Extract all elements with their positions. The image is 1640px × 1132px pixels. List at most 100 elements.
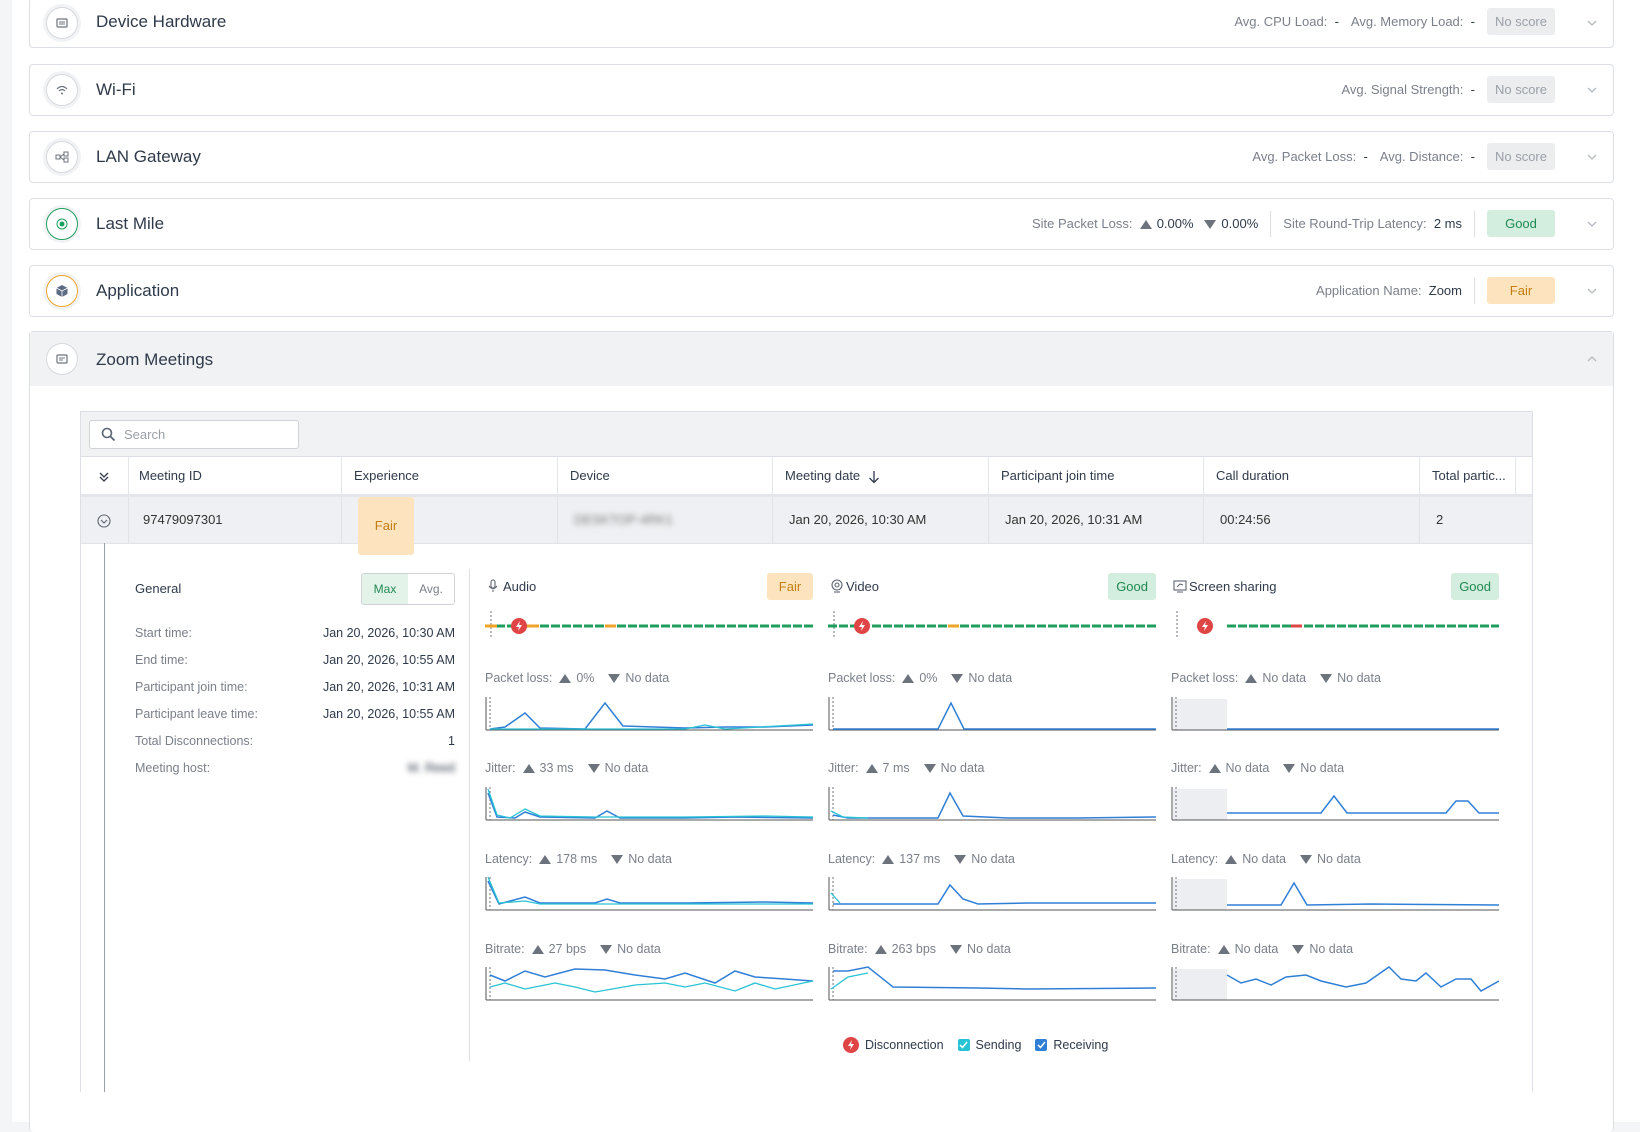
section-last-mile[interactable]: Last Mile Site Packet Loss: 0.00% 0.00% …	[29, 198, 1614, 250]
column-experience[interactable]: Experience	[342, 457, 558, 494]
panel-divider	[469, 569, 470, 1061]
checkbox-checked-icon[interactable]	[1035, 1039, 1048, 1051]
section-lan-gateway[interactable]: LAN Gateway Avg. Packet Loss: - Avg. Dis…	[29, 131, 1614, 183]
metric-label: Avg. Distance:	[1379, 149, 1464, 164]
search-input[interactable]	[122, 426, 296, 443]
divider	[1474, 210, 1475, 237]
call-duration-cell: 00:24:56	[1204, 497, 1420, 543]
screen-sharing-column: Screen sharing Good Packet loss: No data…	[1171, 543, 1499, 1092]
download-arrow-icon	[600, 945, 613, 955]
section-title: Last Mile	[96, 214, 165, 233]
video-jitter-sparkline	[828, 787, 1156, 821]
zoom-header[interactable]: Zoom Meetings	[30, 332, 1613, 386]
metric-up-value: 137 ms	[899, 852, 941, 866]
screen-sharing-title: Screen sharing	[1189, 579, 1277, 594]
chevron-up-icon[interactable]	[1587, 354, 1597, 364]
meetings-table: Meeting ID Experience Device Meeting dat…	[80, 411, 1533, 1092]
meetings-icon	[46, 343, 78, 375]
experience-cell: Fair	[342, 497, 558, 555]
metric-up-value: No data	[1242, 852, 1286, 866]
field-label: Participant join time:	[135, 680, 248, 694]
metric-label: Avg. CPU Load:	[1234, 14, 1328, 29]
upload-arrow-icon	[902, 674, 915, 684]
metric-down-value: No data	[604, 761, 649, 775]
legend-sending[interactable]: Sending	[957, 1038, 1021, 1052]
audio-latency-sparkline	[485, 876, 813, 911]
upload-arrow-icon	[531, 945, 544, 955]
metric-name: Latency:	[1171, 852, 1219, 866]
upload-arrow-icon	[522, 764, 535, 774]
chevron-down-icon[interactable]	[1587, 286, 1597, 296]
section-metrics: Avg. Packet Loss: - Avg. Distance: - No …	[1252, 143, 1555, 170]
screen-packet-loss-label: Packet loss: No data No data	[1171, 671, 1381, 685]
video-jitter-label: Jitter: 7 ms No data	[828, 761, 984, 775]
screen-share-icon	[1173, 580, 1187, 593]
metric-value: -	[1470, 82, 1475, 97]
legend-receiving[interactable]: Receiving	[1035, 1038, 1108, 1052]
table-row[interactable]: 97479097301 Fair DESKTOP-4RK1 Jan 20, 20…	[81, 497, 1532, 555]
section-device-hardware[interactable]: Device Hardware Avg. CPU Load: - Avg. Me…	[29, 0, 1614, 48]
score-badge: Good	[1487, 210, 1555, 237]
section-zoom-meetings: Zoom Meetings Meeting ID Experience Devi…	[29, 331, 1614, 1132]
screen-sharing-badge: Good	[1451, 573, 1499, 600]
metric-name: Latency:	[828, 852, 876, 866]
upload-arrow-icon	[1139, 220, 1152, 230]
checkbox-checked-icon[interactable]	[957, 1039, 970, 1051]
video-bitrate-label: Bitrate: 263 bps No data	[828, 942, 1011, 956]
upload-arrow-icon	[865, 764, 878, 774]
field-value: Jan 20, 2026, 10:55 AM	[322, 653, 455, 667]
score-badge: No score	[1486, 143, 1555, 170]
column-meeting-id[interactable]: Meeting ID	[129, 457, 342, 494]
screen-bitrate-sparkline	[1171, 966, 1499, 1001]
table-header: Meeting ID Experience Device Meeting dat…	[81, 457, 1532, 497]
metric-down-value: No data	[1317, 852, 1361, 866]
video-title: Video	[846, 579, 880, 594]
column-device[interactable]: Device	[558, 457, 773, 494]
join-time-cell: Jan 20, 2026, 10:31 AM	[989, 497, 1204, 543]
metric-name: Bitrate:	[485, 942, 525, 956]
sort-descending-icon	[868, 470, 879, 483]
metric-name: Jitter:	[485, 761, 516, 775]
download-arrow-icon	[923, 764, 936, 774]
column-total-participants[interactable]: Total partic...	[1420, 457, 1516, 494]
audio-bitrate-sparkline	[485, 967, 813, 1001]
column-join-time[interactable]: Participant join time	[989, 457, 1204, 494]
legend-label: Disconnection	[865, 1038, 944, 1052]
chevron-down-icon[interactable]	[1587, 18, 1597, 28]
section-metrics: Avg. CPU Load: - Avg. Memory Load: - No …	[1234, 8, 1555, 35]
metric-name: Jitter:	[1171, 761, 1202, 775]
upload-arrow-icon	[1217, 945, 1230, 955]
last-mile-icon	[46, 208, 78, 240]
max-toggle-option[interactable]: Max	[362, 574, 408, 604]
avg-toggle-option[interactable]: Avg.	[408, 574, 454, 604]
max-avg-toggle[interactable]: Max Avg.	[361, 573, 455, 605]
chevron-down-icon[interactable]	[1587, 85, 1597, 95]
section-wifi[interactable]: Wi-Fi Avg. Signal Strength: - No score	[29, 64, 1614, 116]
video-timeline	[828, 611, 1156, 637]
collapse-circle-icon	[97, 514, 111, 528]
metric-name: Latency:	[485, 852, 533, 866]
field-label: Participant leave time:	[135, 707, 258, 721]
column-meeting-date[interactable]: Meeting date	[773, 457, 989, 494]
screen-packet-loss-sparkline	[1171, 697, 1499, 731]
screen-latency-sparkline	[1171, 877, 1499, 911]
network-icon	[46, 141, 78, 173]
meeting-detail-panel: General Max Avg. Start time: Jan 20, 2026…	[81, 543, 1532, 1092]
tree-line	[104, 543, 105, 1092]
chevron-down-icon[interactable]	[1587, 152, 1597, 162]
column-call-duration[interactable]: Call duration	[1204, 457, 1420, 494]
field-label: Start time:	[135, 626, 192, 640]
audio-bitrate-label: Bitrate: 27 bps No data	[485, 942, 661, 956]
score-badge: Fair	[1487, 277, 1555, 304]
row-collapse-button[interactable]	[81, 497, 129, 543]
audio-latency-label: Latency: 178 ms No data	[485, 852, 672, 866]
download-arrow-icon	[1320, 674, 1333, 684]
search-icon	[101, 427, 116, 442]
download-arrow-icon	[1292, 945, 1305, 955]
chevron-down-icon[interactable]	[1587, 219, 1597, 229]
expand-all-button[interactable]	[81, 457, 129, 494]
section-application[interactable]: Application Application Name: Zoom Fair	[29, 265, 1614, 317]
page: Device Hardware Avg. CPU Load: - Avg. Me…	[12, 0, 1640, 1132]
download-arrow-icon	[608, 674, 621, 684]
download-arrow-icon	[954, 855, 967, 865]
